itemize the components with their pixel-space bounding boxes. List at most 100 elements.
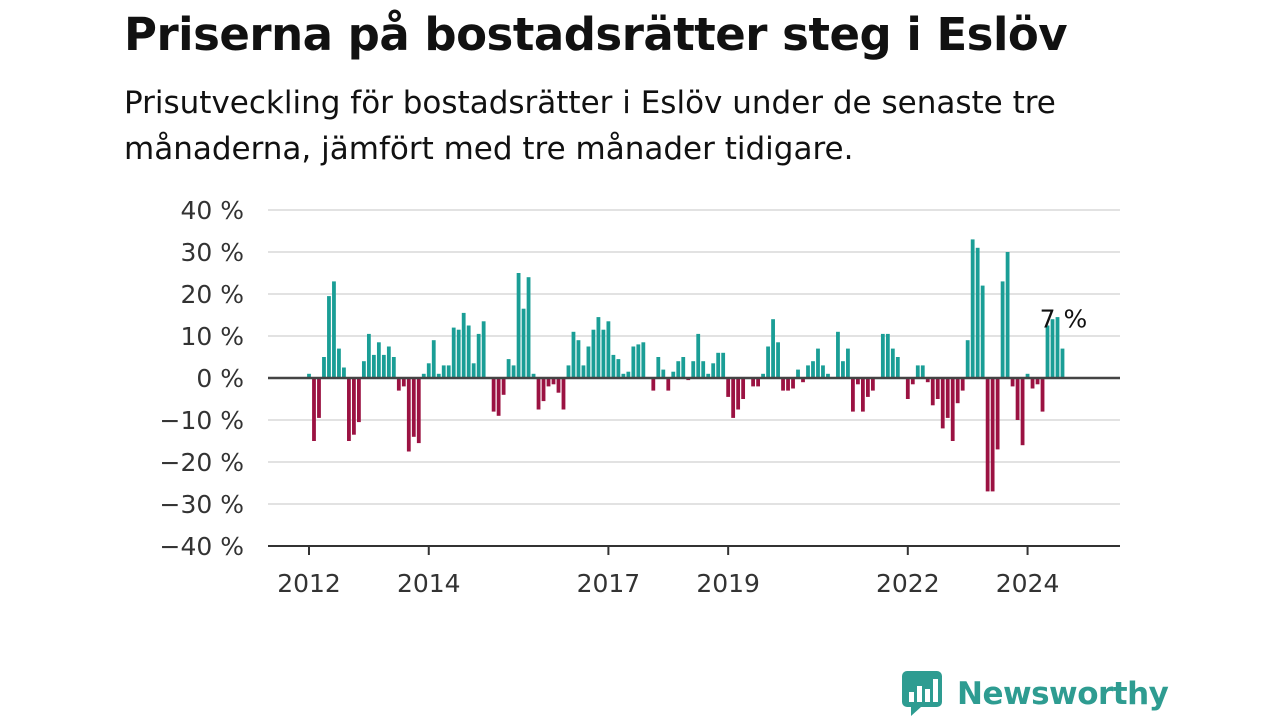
bar [791, 378, 795, 389]
bar [416, 378, 421, 444]
bar [836, 331, 840, 378]
bar [1020, 378, 1025, 446]
bar [651, 378, 656, 391]
x-tick-label: 2017 [577, 569, 641, 598]
bar [925, 378, 930, 383]
bar [1060, 348, 1065, 378]
bar [741, 378, 746, 399]
bar [441, 365, 446, 378]
bar [476, 333, 481, 378]
bar [940, 378, 945, 429]
x-tick-label: 2019 [696, 569, 760, 598]
bar [431, 340, 436, 378]
bar [865, 378, 870, 397]
bar [556, 378, 561, 393]
bar [856, 378, 860, 385]
bar [681, 357, 686, 378]
bar [920, 365, 925, 378]
bar [357, 378, 361, 423]
bar [701, 361, 706, 378]
bar [821, 365, 825, 378]
bar [691, 361, 696, 378]
bar [317, 378, 321, 418]
bar [371, 354, 376, 378]
bar [641, 342, 646, 378]
bar [1035, 378, 1040, 385]
bar [361, 361, 366, 378]
bar [406, 378, 411, 452]
y-tick-label: −10 % [160, 406, 244, 435]
bar [631, 346, 636, 378]
bar [905, 378, 910, 399]
chart-title: Priserna på bostadsrätter steg i Eslöv [124, 8, 1068, 61]
bar [796, 369, 800, 378]
bar [1015, 378, 1020, 420]
bar [980, 285, 985, 378]
bar [965, 340, 970, 378]
bar [307, 373, 311, 378]
bar [811, 361, 815, 378]
bar [322, 357, 326, 378]
bar [801, 378, 805, 383]
bar [950, 378, 955, 441]
bar [426, 363, 431, 378]
bar [381, 354, 386, 378]
bar [421, 373, 426, 378]
y-tick-label: 10 % [180, 322, 244, 351]
bar [731, 378, 736, 418]
bar [895, 357, 900, 378]
y-tick-label: −30 % [160, 490, 244, 519]
x-tick-label: 2024 [996, 569, 1060, 598]
bar [870, 378, 875, 391]
bar [726, 378, 731, 397]
bar [541, 378, 546, 402]
bar [546, 378, 551, 387]
bar [601, 329, 606, 378]
y-tick-label: 0 % [196, 364, 244, 393]
bar [880, 333, 885, 378]
bar [960, 378, 965, 391]
bar [676, 361, 681, 378]
bar [591, 329, 596, 378]
bar [327, 296, 331, 378]
bar [606, 321, 611, 378]
bar [671, 371, 676, 378]
bar [347, 378, 351, 441]
bar [531, 373, 536, 378]
bar [661, 369, 666, 378]
brand-name: Newsworthy [957, 676, 1169, 712]
bar [626, 371, 631, 378]
x-tick-label: 2014 [397, 569, 461, 598]
bar [451, 327, 456, 378]
bar [516, 273, 521, 378]
bar [930, 378, 935, 406]
bar [1040, 378, 1045, 412]
bar [501, 378, 506, 395]
bar [396, 378, 401, 391]
bar [332, 281, 336, 378]
bar [491, 378, 496, 412]
bar [756, 378, 760, 387]
bar [551, 378, 556, 385]
newsworthy-logo: Newsworthy [901, 670, 1169, 718]
y-tick-label: 20 % [180, 280, 244, 309]
x-tick-label: 2012 [277, 569, 341, 598]
bar [771, 319, 775, 378]
newsworthy-logo-icon [902, 671, 942, 716]
bar [1050, 319, 1055, 378]
bar [781, 378, 785, 391]
bar [506, 359, 511, 378]
bar [1000, 281, 1005, 378]
bar [736, 378, 741, 410]
bar [1055, 317, 1060, 378]
bar [766, 346, 770, 378]
bar [826, 373, 830, 378]
bar [636, 344, 641, 378]
bar [571, 331, 576, 378]
bar [611, 354, 616, 378]
bar [461, 312, 466, 378]
bar [616, 359, 621, 378]
bar [851, 378, 855, 412]
bar [481, 321, 486, 378]
